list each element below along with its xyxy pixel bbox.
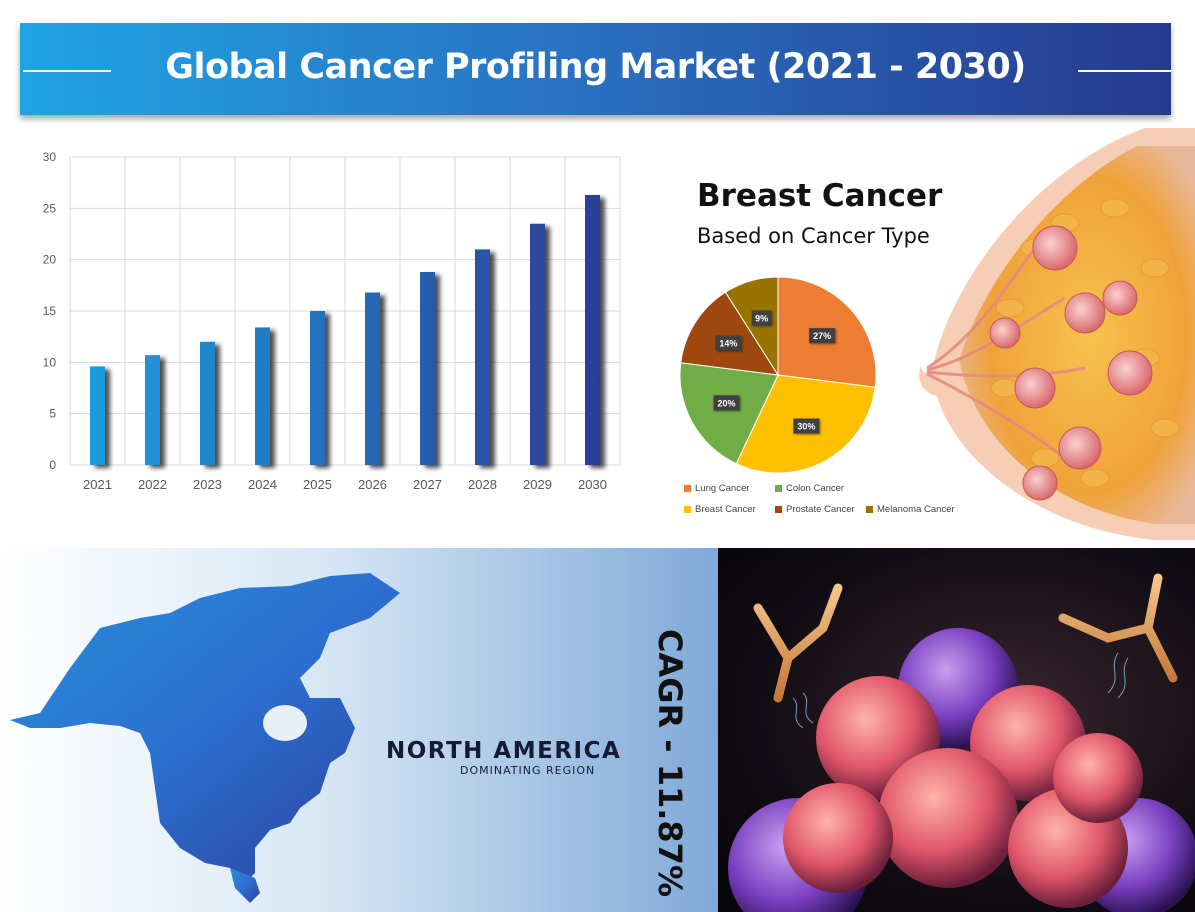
title-banner: Global Cancer Profiling Market (2021 - 2… <box>20 23 1171 115</box>
pie-subtitle: Based on Cancer Type <box>697 224 930 248</box>
region-name: NORTH AMERICA <box>386 738 622 764</box>
x-tick-label: 2023 <box>193 477 222 492</box>
pie-data-label: 30% <box>797 422 815 432</box>
y-tick-label: 25 <box>43 201 57 215</box>
legend-item-prostate-cancer: Prostate Cancer <box>775 504 855 515</box>
y-tick-label: 5 <box>49 407 56 421</box>
x-tick-label: 2021 <box>83 477 112 492</box>
y-tick-label: 10 <box>43 355 57 369</box>
bar-2024 <box>255 327 270 465</box>
x-tick-label: 2028 <box>468 477 497 492</box>
pie-title: Breast Cancer <box>697 178 943 214</box>
legend-swatch <box>775 485 782 492</box>
x-tick-label: 2022 <box>138 477 167 492</box>
y-tick-label: 15 <box>43 304 57 318</box>
y-tick-label: 30 <box>43 150 57 164</box>
pie-label-box <box>793 418 820 434</box>
legend-swatch <box>775 506 782 513</box>
legend-item-colon-cancer: Colon Cancer <box>775 483 844 494</box>
legend-item-breast-cancer: Breast Cancer <box>684 504 756 515</box>
bar-2030 <box>585 194 600 465</box>
bar-2023 <box>200 341 215 465</box>
region-tagline: DOMINATING REGION <box>460 764 596 777</box>
pie-slice-melanoma-cancer <box>724 276 779 377</box>
bar-2029 <box>530 223 545 465</box>
pie-data-label: 9% <box>755 314 768 324</box>
legend-label: Melanoma Cancer <box>877 504 955 515</box>
legend-swatch <box>684 506 691 513</box>
pie-data-label: 14% <box>719 338 737 348</box>
map-panel <box>0 548 718 912</box>
banner-rule-right <box>1078 70 1171 72</box>
pie-chart: 27% 30% 20% 14% 9% <box>679 276 877 474</box>
banner-rule-left <box>23 70 111 72</box>
y-tick-label: 20 <box>43 253 57 267</box>
bar-2025 <box>310 311 325 465</box>
x-tick-label: 2026 <box>358 477 387 492</box>
bar-2027 <box>420 271 435 465</box>
x-tick-label: 2024 <box>248 477 277 492</box>
y-tick-label: 0 <box>49 458 56 472</box>
pie-label-box <box>715 335 742 351</box>
legend-swatch <box>684 485 691 492</box>
pie-label-box <box>713 395 740 411</box>
bar-2022 <box>145 355 160 465</box>
north-america-map <box>10 573 400 903</box>
x-tick-label: 2025 <box>303 477 332 492</box>
pie-slice-colon-cancer <box>679 362 779 465</box>
bar-2028 <box>475 249 490 465</box>
legend-swatch <box>866 506 873 513</box>
pie-label-box <box>751 310 772 326</box>
legend-item-lung-cancer: Lung Cancer <box>684 483 749 494</box>
legend-label: Breast Cancer <box>695 504 756 515</box>
pie-slice-prostate-cancer <box>680 291 779 376</box>
page-title: Global Cancer Profiling Market (2021 - 2… <box>165 47 1026 87</box>
cancer-cell-antibody-illustration <box>718 548 1195 912</box>
legend-item-melanoma-cancer: Melanoma Cancer <box>866 504 955 515</box>
bar-2021 <box>90 366 105 465</box>
cagr-label: CAGR - 11.87% <box>651 629 689 897</box>
legend-label: Prostate Cancer <box>786 504 855 515</box>
x-tick-label: 2027 <box>413 477 442 492</box>
x-tick-label: 2029 <box>523 477 552 492</box>
pie-data-label: 20% <box>717 398 735 408</box>
bar-2026 <box>365 292 380 465</box>
pie-label-box <box>809 328 836 344</box>
x-tick-label: 2030 <box>578 477 607 492</box>
legend-label: Lung Cancer <box>695 483 750 494</box>
pie-data-label: 27% <box>813 331 831 341</box>
legend-label: Colon Cancer <box>786 483 845 494</box>
breast-tumor-illustration <box>919 128 1195 540</box>
